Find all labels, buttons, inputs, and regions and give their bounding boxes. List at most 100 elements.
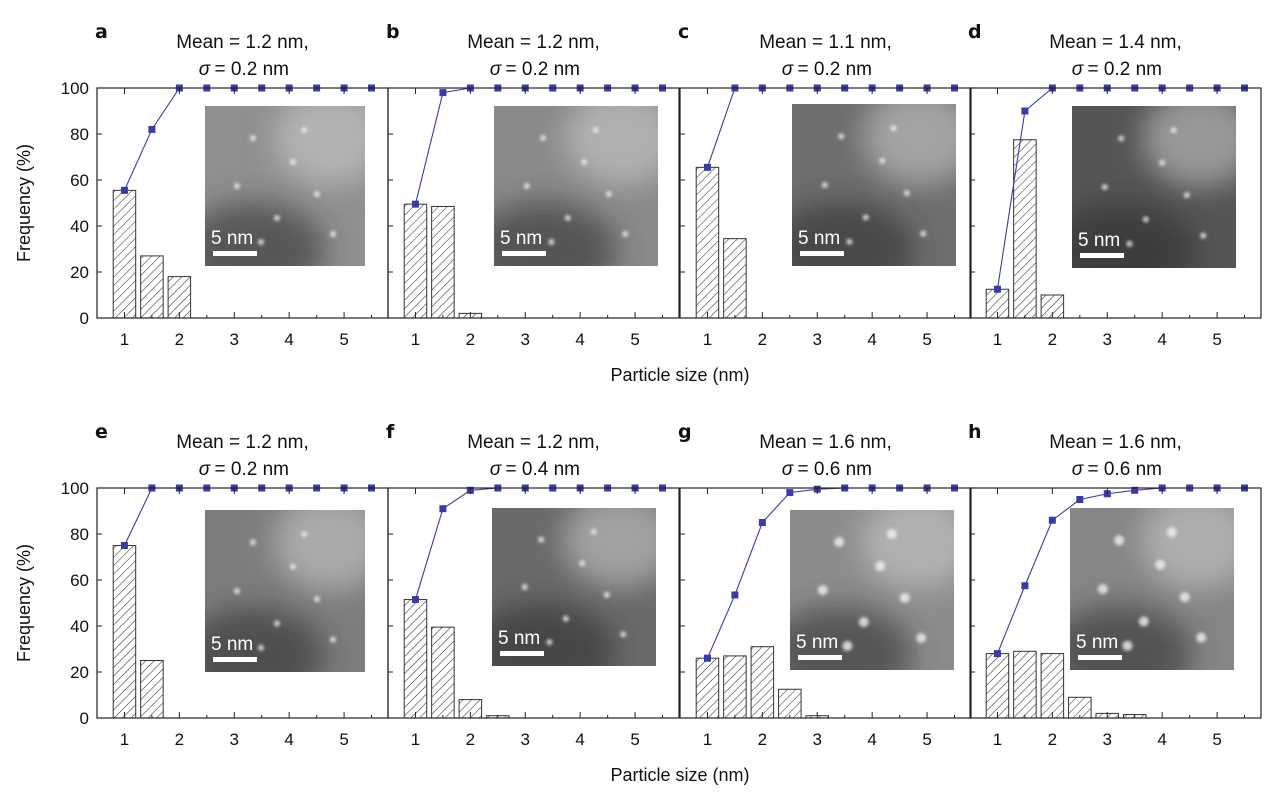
- x-axis-label-top: Particle size (nm): [610, 365, 749, 385]
- inset-particle-h-1: [1155, 559, 1166, 570]
- plot-frame-g: [679, 487, 972, 719]
- scale-bar-c: [800, 251, 844, 256]
- inset-dark-region-b: [494, 202, 617, 266]
- scale-bar-f: [500, 651, 544, 656]
- inset-particle-b-7: [592, 127, 599, 133]
- inset-bright-region-g: [860, 510, 954, 590]
- bar-g-3: [778, 688, 802, 719]
- inset-particle-g-4: [858, 617, 869, 627]
- inset-particle-b-2: [523, 183, 530, 189]
- cumulative-point-g-3: [786, 489, 794, 497]
- inset-dark-region-f: [492, 602, 615, 666]
- inset-particle-f-6: [546, 639, 553, 646]
- cumulative-point-g-1: [731, 591, 739, 599]
- plot-frame-f: [387, 487, 680, 719]
- inset-particle-d-3: [1183, 192, 1190, 199]
- x-tick-label-h-4: 5: [1212, 730, 1221, 749]
- x-tick-label-g-1: 2: [758, 730, 767, 749]
- inset-bright-region-c: [862, 104, 956, 185]
- y-tick-label-a-1: 20: [70, 263, 89, 282]
- inset-particle-e-5: [330, 636, 336, 643]
- x-tick-label-g-0: 1: [703, 730, 712, 749]
- panel-letter-h: h: [968, 421, 982, 443]
- inset-particle-b-0: [540, 135, 547, 141]
- inset-dark-region-e: [205, 607, 325, 672]
- cumulative-point-g-0: [703, 654, 711, 662]
- inset-bright-region-e: [273, 510, 365, 591]
- cumulative-point-h-0: [993, 650, 1001, 658]
- panel-title-sigma-b: = 0.2 nm: [506, 59, 580, 80]
- x-tick-label-b-4: 5: [630, 330, 639, 349]
- inset-particle-a-6: [258, 239, 264, 245]
- inset-dark-region-c: [792, 201, 915, 266]
- y-tick-label-a-5: 100: [61, 79, 89, 98]
- inset-particle-e-7: [301, 531, 308, 538]
- x-tick-label-g-4: 5: [922, 730, 931, 749]
- cumulative-point-h-2: [1048, 516, 1056, 524]
- bar-g-1: [723, 655, 747, 719]
- scale-bar-d: [1080, 253, 1124, 258]
- scale-bar-label-c: 5 nm: [798, 228, 840, 249]
- x-tick-label-g-3: 4: [867, 730, 876, 749]
- inset-particle-f-7: [590, 528, 597, 535]
- x-tick-label-c-3: 4: [867, 330, 876, 349]
- scale-bar-h: [1078, 655, 1122, 660]
- inset-particle-e-0: [250, 539, 256, 546]
- panel-title-sigma-h: = 0.6 nm: [1088, 459, 1162, 480]
- x-tick-label-e-4: 5: [339, 730, 348, 749]
- cumulative-point-a-1: [148, 125, 156, 133]
- bar-d-1: [1013, 139, 1037, 319]
- inset-particle-g-1: [875, 561, 886, 571]
- x-tick-label-b-0: 1: [411, 330, 420, 349]
- bar-h-0: [985, 653, 1010, 719]
- panel-letter-d: d: [968, 21, 982, 43]
- y-tick-label-a-2: 40: [70, 217, 89, 236]
- panel-title-mean-d: Mean = 1.4 nm,: [1049, 32, 1182, 53]
- cumulative-point-h-3: [1076, 496, 1084, 503]
- panel-title-mean-g: Mean = 1.6 nm,: [759, 432, 892, 453]
- bar-a-2: [167, 276, 192, 319]
- cumulative-point-f-0: [411, 596, 419, 604]
- x-tick-label-c-0: 1: [703, 330, 712, 349]
- inset-particle-a-0: [250, 135, 256, 141]
- inset-particle-c-7: [890, 125, 897, 132]
- cumulative-point-d-0: [993, 285, 1001, 293]
- bar-g-0: [695, 657, 720, 719]
- bar-a-0: [112, 189, 137, 319]
- inset-particle-g-7: [886, 529, 897, 539]
- panel-letter-f: f: [386, 421, 395, 443]
- inset-particle-d-2: [1101, 184, 1108, 190]
- inset-bright-region-h: [1140, 508, 1234, 589]
- inset-dark-region-d: [1072, 203, 1195, 268]
- x-tick-label-b-3: 4: [575, 330, 584, 349]
- inset-particle-d-7: [1170, 127, 1177, 134]
- x-tick-label-f-1: 2: [466, 730, 475, 749]
- bar-b-0: [403, 203, 428, 319]
- inset-particle-h-3: [1179, 592, 1190, 603]
- panel-title-sigma-e: = 0.2 nm: [215, 459, 289, 480]
- panel-letter-e: e: [95, 421, 108, 443]
- panel-h: h Mean = 1.6 nm, σ = 0.6 nm 5 nm 1 2 3 4 5: [968, 421, 1262, 749]
- scale-bar-label-b: 5 nm: [500, 228, 542, 249]
- bar-f-1: [431, 626, 455, 719]
- x-tick-label-a-1: 2: [175, 330, 184, 349]
- inset-particle-a-7: [301, 127, 308, 133]
- inset-particle-h-4: [1138, 616, 1149, 627]
- x-tick-label-b-1: 2: [466, 330, 475, 349]
- cumulative-point-f-1: [439, 505, 447, 513]
- panel-title-sigma-symbol-f: σ: [490, 459, 503, 480]
- x-tick-label-g-2: 3: [813, 730, 822, 749]
- x-tick-label-e-0: 1: [120, 730, 129, 749]
- inset-micrograph-g: [790, 510, 954, 670]
- inset-particle-d-4: [1142, 216, 1149, 223]
- panel-title-sigma-symbol-g: σ: [782, 459, 795, 480]
- y-tick-label-a-4: 80: [70, 125, 89, 144]
- x-tick-label-c-4: 5: [922, 330, 931, 349]
- panel-title-sigma-symbol-b: σ: [490, 59, 503, 80]
- inset-particle-f-1: [579, 560, 586, 567]
- inset-particle-c-4: [862, 214, 869, 221]
- inset-particle-d-5: [1200, 232, 1207, 239]
- inset-particle-c-2: [821, 182, 828, 188]
- inset-particle-a-5: [330, 231, 336, 237]
- bar-h-1: [1013, 650, 1037, 719]
